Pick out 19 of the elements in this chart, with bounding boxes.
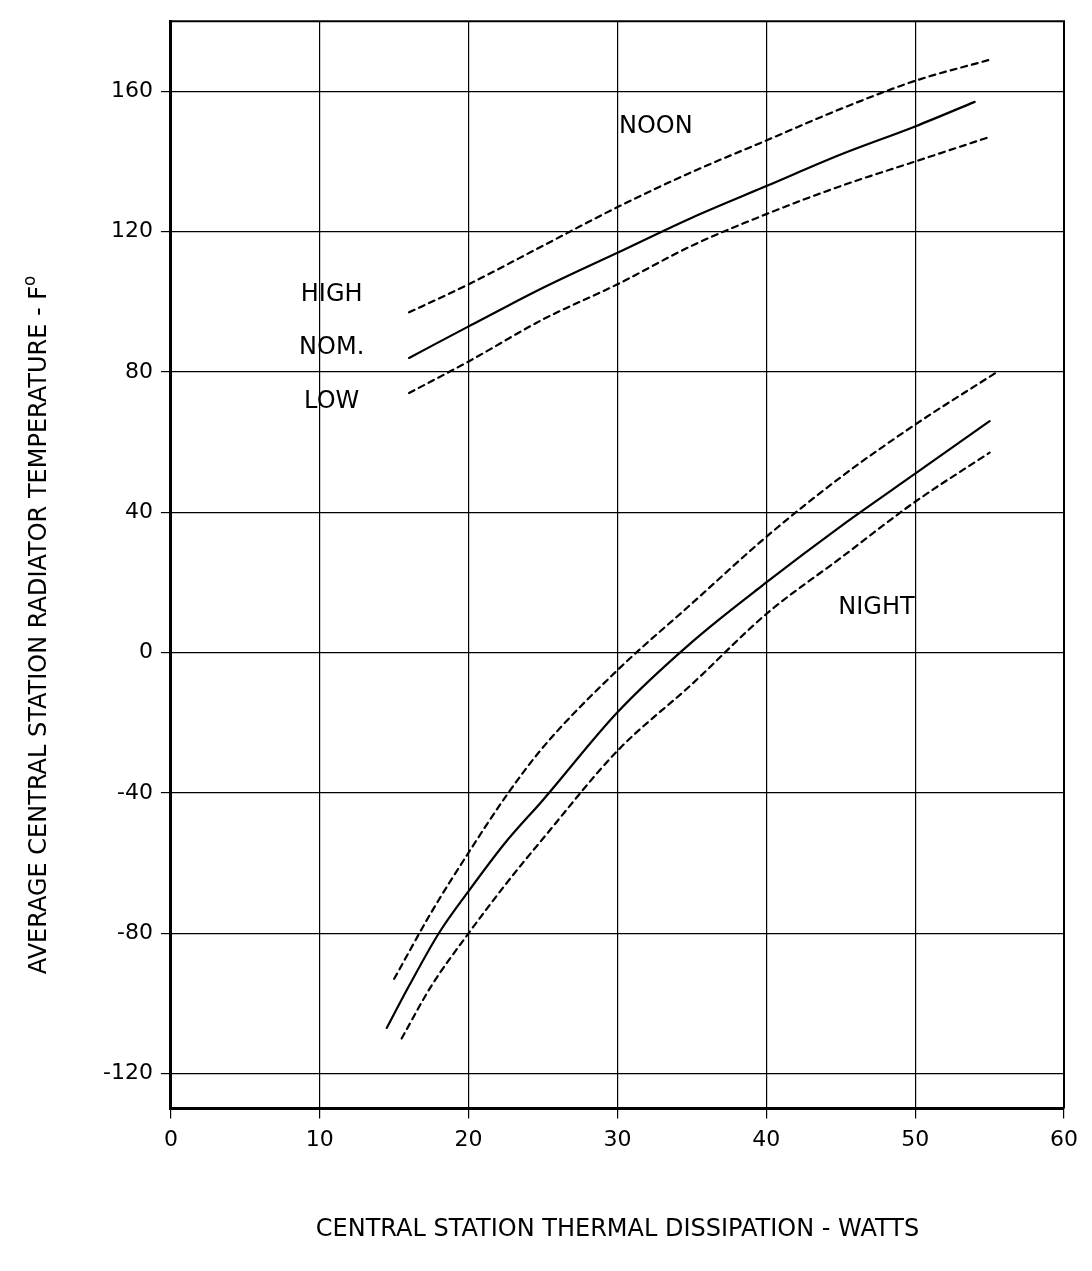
x-tick-label: 10 (305, 1125, 334, 1151)
y-axis-title: AVERAGE CENTRAL STATION RADIATOR TEMPERATURE - Fo (18, 275, 53, 975)
y-tick-label: 40 (124, 498, 153, 523)
x-tick-label: 20 (454, 1125, 483, 1151)
annotation: NOON (619, 110, 693, 139)
x-tick-label: 40 (752, 1125, 781, 1151)
y-tick-label: 160 (110, 77, 153, 103)
x-tick-label: 0 (163, 1125, 178, 1151)
y-tick-label: 120 (110, 217, 153, 243)
y-tick-label: -40 (116, 778, 153, 804)
x-tick-label: 60 (1050, 1125, 1078, 1151)
y-tick-label: -80 (116, 918, 153, 944)
annotation: NIGHT (838, 591, 915, 620)
x-tick-label: 30 (603, 1125, 632, 1151)
y-tick-label: 0 (138, 638, 153, 664)
x-axis-title: CENTRAL STATION THERMAL DISSIPATION - WATTS (315, 1214, 920, 1243)
y-tick-label: 80 (124, 357, 153, 383)
y-tick-label: -120 (102, 1059, 153, 1085)
x-tick-label: 50 (901, 1125, 930, 1151)
